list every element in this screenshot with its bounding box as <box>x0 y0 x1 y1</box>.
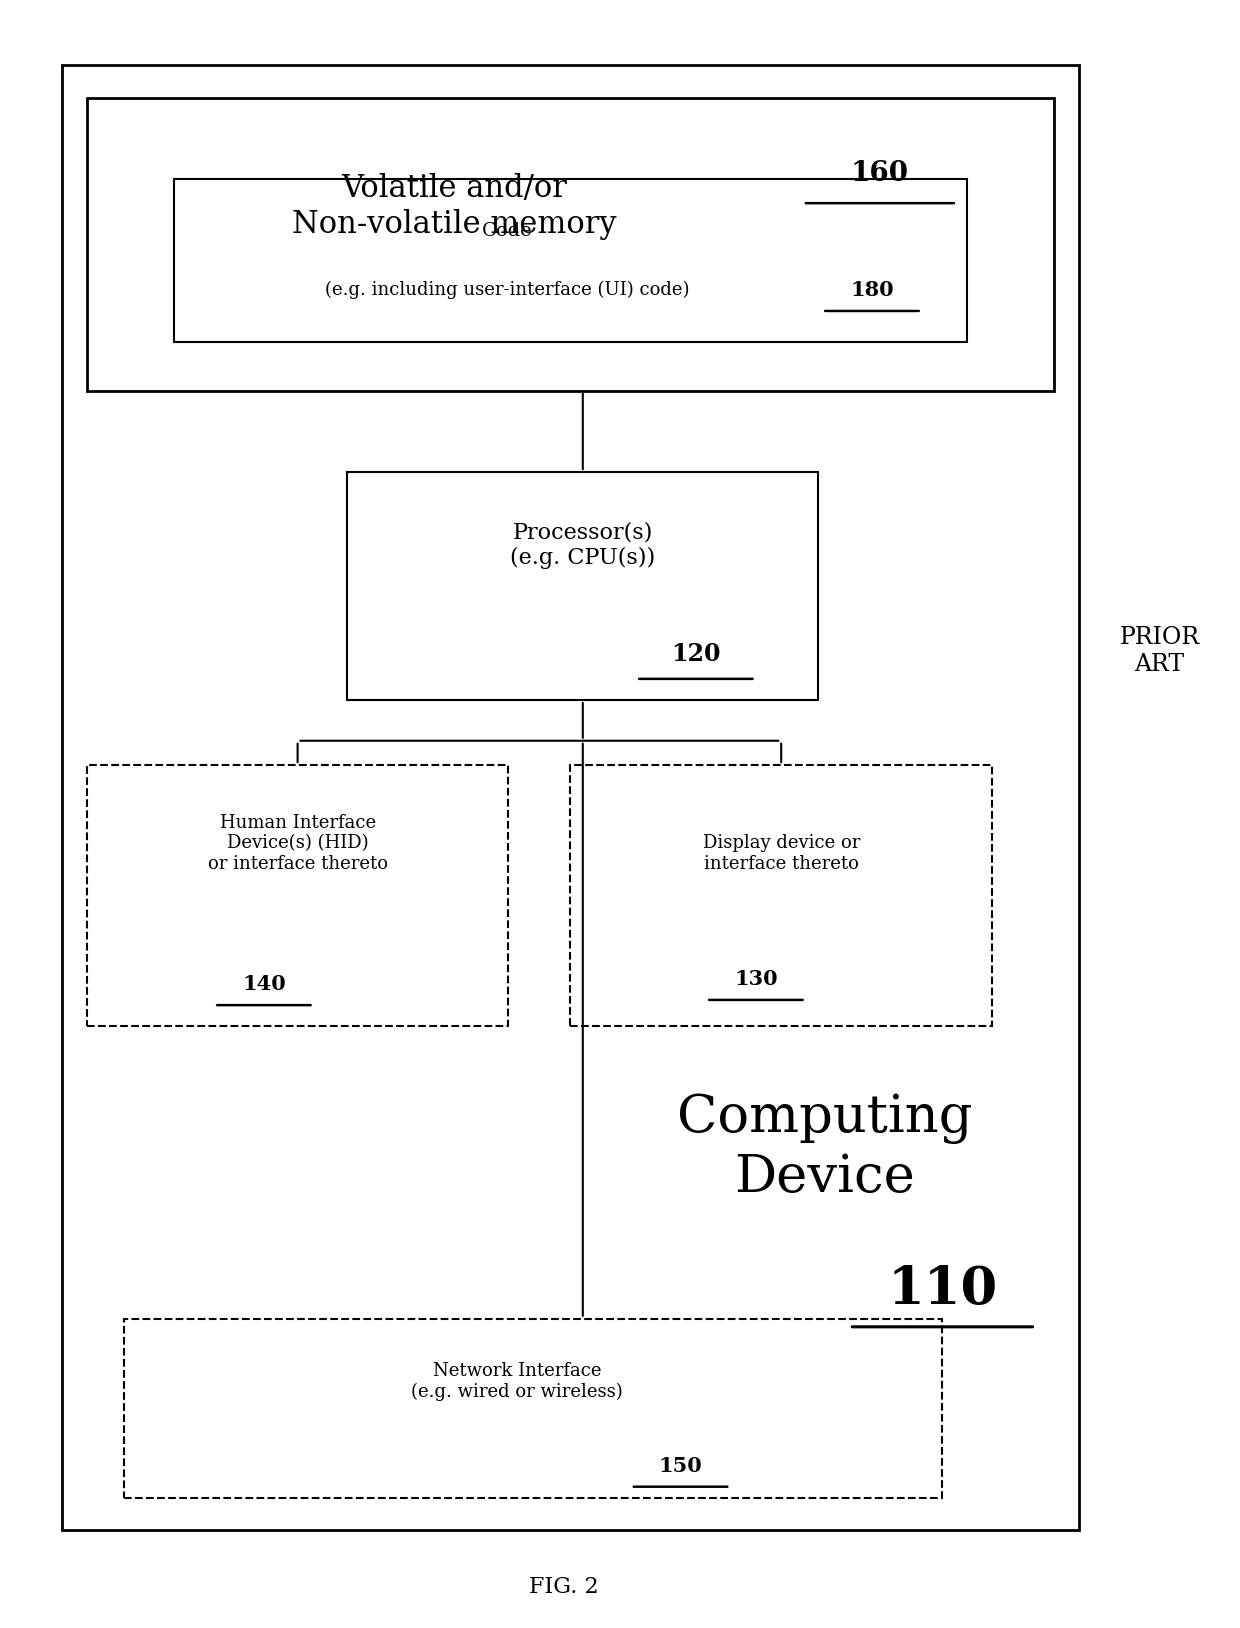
Text: PRIOR
ART: PRIOR ART <box>1120 627 1199 676</box>
Text: 130: 130 <box>734 969 777 988</box>
Text: FIG. 2: FIG. 2 <box>529 1576 599 1599</box>
Text: Network Interface
(e.g. wired or wireless): Network Interface (e.g. wired or wireles… <box>410 1361 622 1402</box>
Text: Processor(s)
(e.g. CPU(s)): Processor(s) (e.g. CPU(s)) <box>510 521 656 568</box>
Text: Display device or
interface thereto: Display device or interface thereto <box>703 834 859 873</box>
Bar <box>87 765 508 1026</box>
Text: (e.g. including user-interface (UI) code): (e.g. including user-interface (UI) code… <box>325 280 689 300</box>
Text: 180: 180 <box>851 280 894 300</box>
Text: 160: 160 <box>851 161 909 187</box>
Bar <box>62 65 1079 1530</box>
Bar <box>174 179 967 342</box>
Bar <box>87 98 1054 391</box>
Text: Human Interface
Device(s) (HID)
or interface thereto: Human Interface Device(s) (HID) or inter… <box>207 814 388 873</box>
Bar <box>124 1319 942 1498</box>
Text: 110: 110 <box>888 1263 997 1315</box>
Text: Computing
Device: Computing Device <box>677 1092 972 1203</box>
Text: Code: Code <box>481 221 532 241</box>
Bar <box>570 765 992 1026</box>
Text: 150: 150 <box>658 1455 702 1475</box>
Text: 140: 140 <box>242 974 285 995</box>
Text: 120: 120 <box>671 643 720 666</box>
Bar <box>347 472 818 700</box>
Text: Volatile and/or
Non-volatile memory: Volatile and/or Non-volatile memory <box>293 173 616 239</box>
